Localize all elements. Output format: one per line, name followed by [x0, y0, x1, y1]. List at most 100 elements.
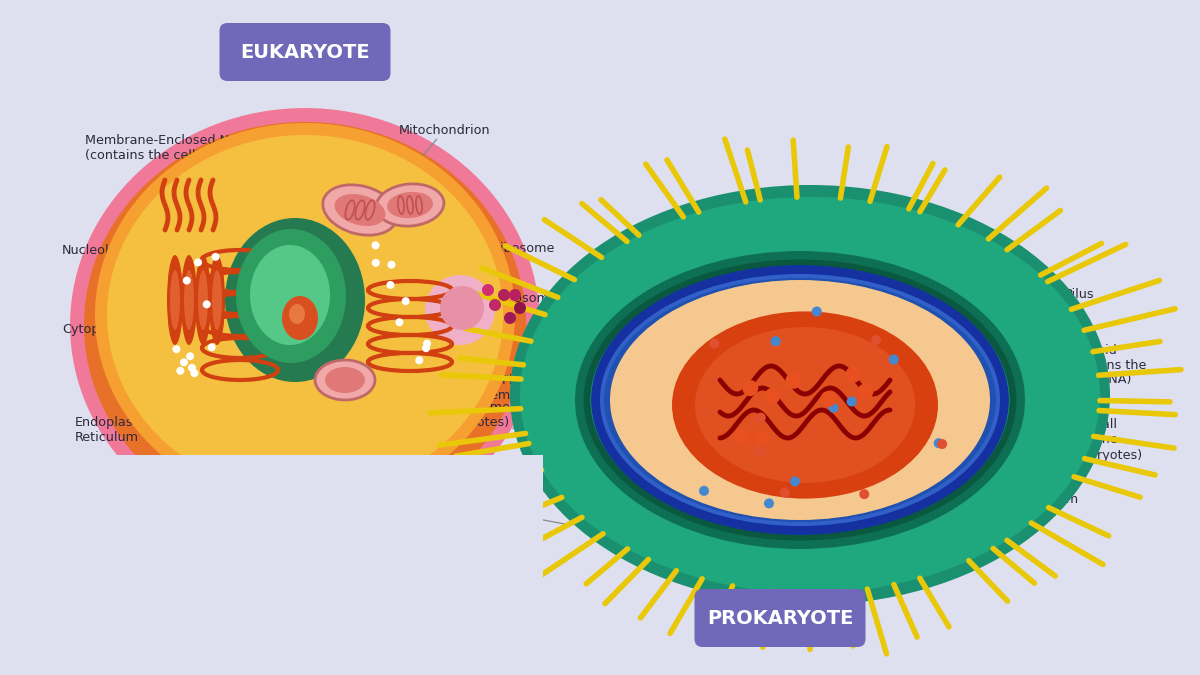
- Ellipse shape: [790, 477, 800, 487]
- Ellipse shape: [871, 335, 881, 345]
- Ellipse shape: [604, 278, 996, 522]
- Ellipse shape: [509, 289, 521, 301]
- Ellipse shape: [510, 185, 1110, 605]
- Text: Exosome: Exosome: [490, 292, 558, 308]
- Ellipse shape: [208, 344, 216, 351]
- Ellipse shape: [859, 489, 869, 499]
- Text: Ribosome: Ribosome: [430, 242, 554, 265]
- Text: PROKARYOTE: PROKARYOTE: [707, 608, 853, 628]
- Ellipse shape: [600, 274, 1000, 526]
- Text: EUKARYOTE: EUKARYOTE: [240, 43, 370, 61]
- Ellipse shape: [754, 431, 769, 447]
- Ellipse shape: [520, 197, 1100, 593]
- Ellipse shape: [314, 360, 374, 400]
- Ellipse shape: [734, 428, 750, 444]
- Ellipse shape: [236, 229, 346, 363]
- Ellipse shape: [811, 306, 822, 317]
- Ellipse shape: [386, 281, 395, 289]
- Ellipse shape: [181, 255, 197, 345]
- Ellipse shape: [323, 185, 397, 235]
- Ellipse shape: [672, 311, 938, 499]
- Ellipse shape: [889, 354, 899, 364]
- Text: Membrane-Enclosed Nucleus
(contains the cell's DNA): Membrane-Enclosed Nucleus (contains the …: [85, 134, 275, 255]
- Ellipse shape: [858, 383, 874, 400]
- Ellipse shape: [695, 327, 916, 483]
- Ellipse shape: [325, 367, 365, 393]
- Ellipse shape: [482, 284, 494, 296]
- Ellipse shape: [743, 380, 758, 396]
- Ellipse shape: [770, 336, 781, 346]
- FancyBboxPatch shape: [220, 23, 390, 81]
- Ellipse shape: [194, 255, 211, 345]
- Ellipse shape: [764, 498, 774, 508]
- Text: Cytoplasm: Cytoplasm: [870, 493, 1078, 506]
- Ellipse shape: [402, 297, 409, 305]
- Ellipse shape: [755, 446, 764, 456]
- Ellipse shape: [847, 396, 857, 406]
- Ellipse shape: [388, 261, 396, 269]
- Text: Flagellum: Flagellum: [432, 499, 570, 525]
- Ellipse shape: [95, 123, 515, 507]
- Ellipse shape: [176, 367, 185, 375]
- Ellipse shape: [396, 318, 403, 326]
- Bar: [67, 455, 542, 675]
- Text: Nucleoid
(contains the
cell's DNA): Nucleoid (contains the cell's DNA): [940, 344, 1146, 387]
- Ellipse shape: [709, 339, 719, 348]
- Ellipse shape: [934, 438, 943, 448]
- Text: Cytoplasm: Cytoplasm: [62, 323, 200, 340]
- Ellipse shape: [289, 304, 305, 324]
- Ellipse shape: [780, 487, 790, 497]
- Text: Cell Wall
(in some
prokaryotes): Cell Wall (in some prokaryotes): [946, 418, 1144, 462]
- Ellipse shape: [937, 439, 947, 449]
- Ellipse shape: [170, 270, 180, 330]
- Ellipse shape: [388, 192, 433, 218]
- Ellipse shape: [376, 184, 444, 226]
- Text: Nucleolus: Nucleolus: [62, 244, 305, 315]
- Ellipse shape: [821, 391, 836, 407]
- Ellipse shape: [188, 364, 196, 372]
- Ellipse shape: [226, 218, 365, 382]
- Ellipse shape: [440, 286, 484, 330]
- Ellipse shape: [764, 388, 780, 404]
- Ellipse shape: [425, 275, 496, 345]
- Ellipse shape: [845, 367, 862, 383]
- Text: Endoplasmic
Reticulum: Endoplasmic Reticulum: [74, 320, 220, 444]
- Ellipse shape: [191, 369, 198, 377]
- Ellipse shape: [372, 242, 379, 249]
- Ellipse shape: [756, 412, 766, 423]
- Ellipse shape: [282, 296, 318, 340]
- Ellipse shape: [422, 344, 430, 352]
- Ellipse shape: [490, 299, 502, 311]
- Ellipse shape: [107, 135, 503, 495]
- Ellipse shape: [180, 358, 188, 367]
- Ellipse shape: [372, 259, 379, 267]
- Ellipse shape: [173, 345, 180, 353]
- Text: Capsule (in some
prokaryotes): Capsule (in some prokaryotes): [398, 401, 610, 450]
- Ellipse shape: [335, 194, 385, 226]
- Ellipse shape: [167, 255, 182, 345]
- Ellipse shape: [209, 255, 226, 345]
- Ellipse shape: [786, 373, 802, 389]
- Text: Mitochondrion: Mitochondrion: [380, 124, 490, 208]
- Ellipse shape: [514, 302, 526, 314]
- Ellipse shape: [700, 486, 709, 496]
- Text: Pilus: Pilus: [950, 288, 1094, 305]
- Ellipse shape: [186, 352, 194, 360]
- FancyBboxPatch shape: [695, 589, 865, 647]
- Ellipse shape: [587, 263, 1013, 537]
- Ellipse shape: [182, 277, 191, 285]
- Ellipse shape: [77, 115, 533, 535]
- Ellipse shape: [415, 356, 424, 365]
- Ellipse shape: [203, 300, 211, 308]
- Ellipse shape: [250, 245, 330, 345]
- Ellipse shape: [610, 280, 990, 520]
- Ellipse shape: [194, 259, 202, 267]
- Ellipse shape: [198, 270, 208, 330]
- Ellipse shape: [828, 403, 839, 412]
- Ellipse shape: [211, 253, 220, 261]
- Ellipse shape: [424, 340, 431, 348]
- Ellipse shape: [498, 289, 510, 301]
- Text: Plasma
Membrane: Plasma Membrane: [460, 350, 548, 402]
- Ellipse shape: [212, 270, 222, 330]
- Ellipse shape: [184, 270, 194, 330]
